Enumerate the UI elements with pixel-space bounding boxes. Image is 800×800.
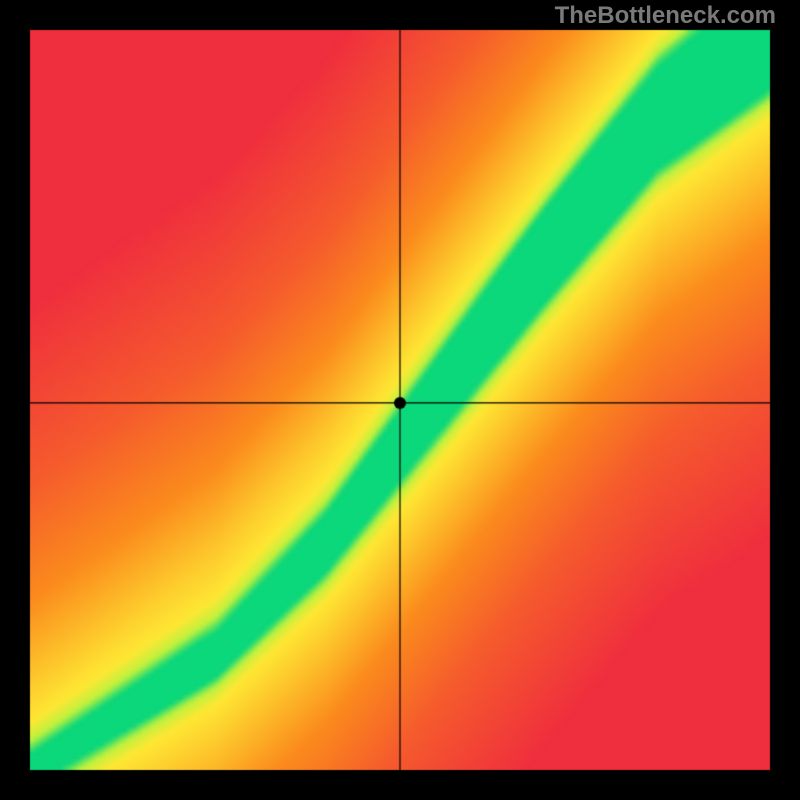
chart-container: TheBottleneck.com <box>0 0 800 800</box>
bottleneck-heatmap-canvas <box>0 0 800 800</box>
watermark-text: TheBottleneck.com <box>555 2 776 30</box>
